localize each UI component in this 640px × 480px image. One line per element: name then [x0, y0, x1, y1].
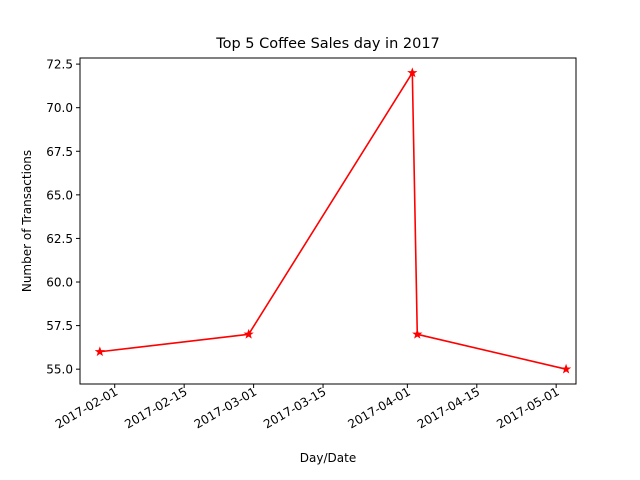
x-tick-label: 2017-04-15 [415, 384, 482, 431]
x-tick-label: 2017-02-01 [53, 384, 120, 431]
x-tick-label: 2017-03-15 [261, 384, 328, 431]
y-tick-label: 57.5 [46, 319, 73, 333]
x-tick-label: 2017-05-01 [494, 384, 561, 431]
data-point-star [560, 363, 572, 374]
x-tick-label: 2017-02-15 [122, 384, 189, 431]
y-tick-label: 62.5 [46, 232, 73, 246]
chart-title: Top 5 Coffee Sales day in 2017 [215, 36, 440, 52]
y-tick-label: 67.5 [46, 145, 73, 159]
y-axis-label: Number of Transactions [20, 150, 34, 292]
y-axis-ticks: 55.0 57.5 60.0 62.5 65.0 67.5 70.0 72.5 [46, 58, 80, 377]
x-tick-label: 2017-04-01 [345, 384, 412, 431]
data-point-star [243, 328, 254, 339]
y-tick-label: 60.0 [46, 276, 73, 290]
x-axis-label: Day/Date [300, 451, 356, 465]
y-tick-label: 55.0 [46, 363, 73, 377]
x-axis-ticks: 2017-02-01 2017-02-15 2017-03-01 2017-03-15… [53, 384, 562, 431]
y-tick-label: 70.0 [46, 101, 73, 115]
y-tick-label: 72.5 [46, 58, 73, 72]
x-tick-label: 2017-03-01 [192, 384, 259, 431]
y-tick-label: 65.0 [46, 188, 73, 202]
axes-frame [79, 57, 577, 385]
data-point-star [412, 328, 423, 339]
series-line [99, 72, 567, 370]
data-point-star [407, 67, 418, 78]
data-point-star [94, 346, 105, 357]
